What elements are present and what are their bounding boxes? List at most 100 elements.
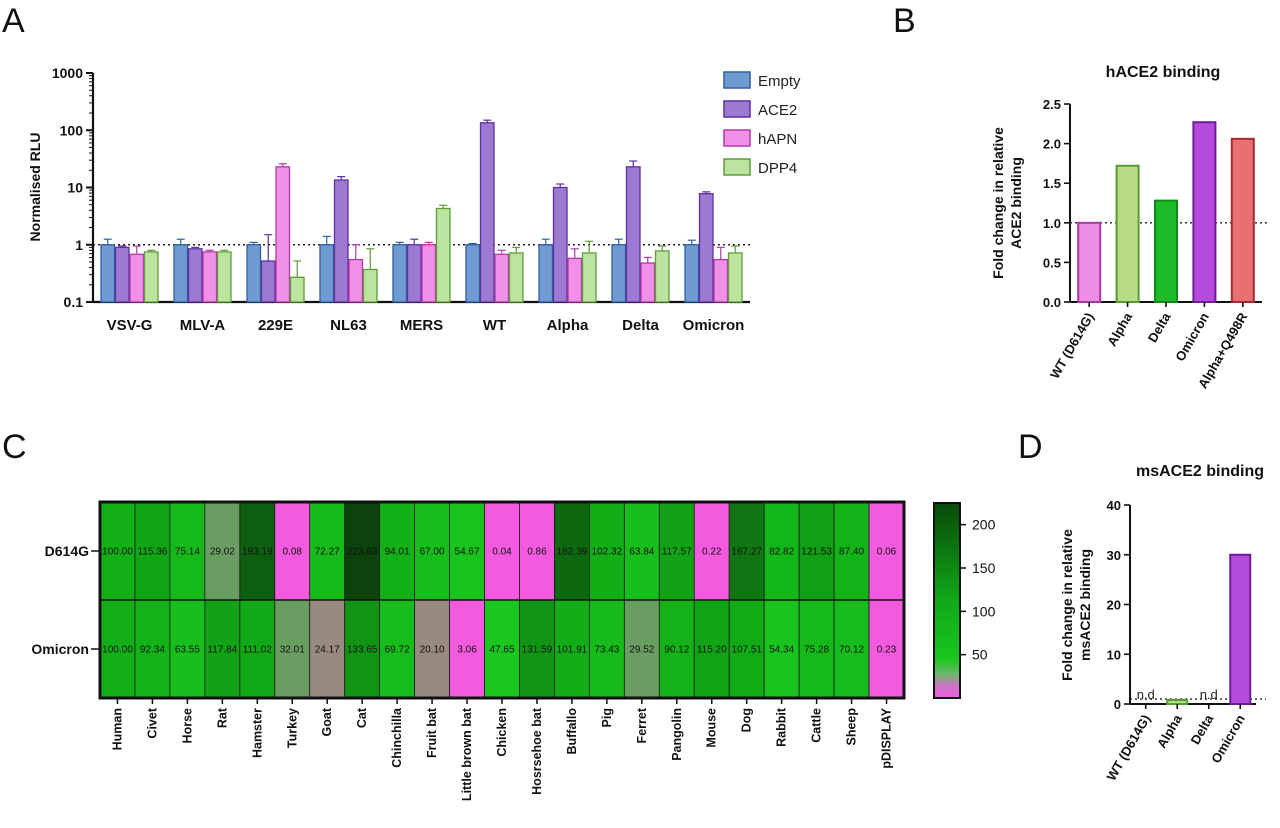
legend-label-dpp4: DPP4 — [758, 160, 797, 177]
heatmap-value-d614g-cattle: 121.53 — [801, 547, 832, 558]
bar-ace2-mers — [406, 244, 422, 303]
heatmap-cell-omicron-buffallo — [554, 599, 590, 699]
heatmap-value-d614g-pig: 102.32 — [592, 547, 623, 558]
heatmap-cells: 100.00 115.36 75.14 29.02 193.19 0.08 72.27 223… — [98, 500, 906, 700]
legend-label-hapn: hAPN — [758, 131, 797, 148]
heatmap-col-label-chinchilla: Chinchilla — [390, 707, 404, 768]
heatmap-value-omicron-cat: 133.65 — [347, 645, 378, 656]
panel-b-ylabel-line1: Fold change in relative — [990, 127, 1006, 279]
bar-hapn-mers — [421, 244, 437, 303]
heatmap-value-omicron-rat: 117.84 — [207, 645, 237, 656]
bar-empty-alpha — [538, 244, 554, 303]
heatmap-cell-d614g-pdisplay — [868, 501, 905, 601]
not-determined-label-wt-d614g: n.d — [1137, 687, 1155, 702]
heatmap-col-label-sheep: Sheep — [845, 708, 859, 746]
bar-omicron — [1192, 121, 1217, 303]
bar-dpp4-wt — [508, 252, 524, 303]
panel-b-bar-chart: hACE2 binding Fold change in relative AC… — [990, 64, 1268, 391]
heatmap-value-d614g-pangolin: 117.57 — [662, 547, 692, 558]
heatmap-value-omicron-hosrsehoe-bat: 131.59 — [522, 645, 553, 656]
heatmap-cell-omicron-pdisplay — [868, 599, 905, 699]
heatmap-value-d614g-hamster: 193.19 — [242, 547, 273, 558]
heatmap-cell-omicron-chicken — [484, 599, 520, 699]
bar-empty-229e — [246, 244, 262, 303]
heatmap-col-label-pangolin: Pangolin — [670, 708, 684, 761]
heatmap-col-label-rabbit: Rabbit — [775, 707, 789, 747]
bar-empty-omicron — [684, 244, 700, 303]
panel-a-ytick-label: 1000 — [52, 65, 83, 81]
heatmap-cell-d614g-sheep — [833, 501, 870, 601]
heatmap-cell-omicron-cattle — [798, 599, 835, 699]
heatmap-cell-d614g-goat — [309, 501, 346, 601]
heatmap-col-label-human: Human — [110, 708, 124, 750]
bar-empty-mers — [392, 244, 408, 303]
panel-b-ylabel-line2: ACE2 binding — [1008, 157, 1024, 249]
legend-swatch-dpp4 — [723, 158, 751, 176]
panel-d-ytick-label: 10 — [1107, 647, 1121, 662]
category-label-mlv-a: MLV-A — [180, 317, 226, 334]
panel-a-bars — [100, 119, 743, 303]
panel-b-category-alpha: Alpha — [1104, 309, 1135, 348]
panel-b-ytick-label: 1.0 — [1043, 216, 1061, 231]
heatmap-value-omicron-hamster: 111.02 — [243, 645, 273, 656]
bar-dpp4-229e — [289, 276, 305, 303]
bar-dpp4-vsv-g — [143, 251, 159, 303]
heatmap-cell-d614g-little-brown-bat — [449, 501, 485, 601]
heatmap-cell-omicron-ferret — [623, 599, 660, 699]
panel-a-categories: VSV-G MLV-A 229E NL63 MERS WT Alpha Delta Omicro… — [107, 317, 745, 334]
bar-ace2-vsv-g — [114, 246, 130, 303]
heatmap-value-omicron-dog: 107.51 — [731, 645, 762, 656]
category-label-vsv-g: VSV-G — [107, 317, 153, 334]
bar-ace2-wt — [479, 122, 495, 303]
heatmap-cell-d614g-mouse — [693, 501, 730, 601]
panel-d-ytick-label: 40 — [1107, 498, 1121, 513]
bar-hapn-mlv-a — [202, 251, 218, 303]
heatmap-value-omicron-buffallo: 101.91 — [557, 645, 588, 656]
heatmap-col-label-fruit-bat: Fruit bat — [425, 707, 439, 758]
bar-omicron — [1229, 553, 1252, 705]
heatmap-col-label-ferret: Ferret — [635, 707, 649, 743]
heatmap-value-d614g-sheep: 87.40 — [839, 547, 864, 558]
bar-hapn-vsv-g — [129, 253, 145, 303]
panel-b-ytick-label: 1.5 — [1043, 176, 1061, 191]
bar-ace2-omicron — [698, 193, 714, 303]
heatmap-cell-omicron-human — [99, 599, 136, 699]
bar-delta — [1154, 199, 1178, 303]
panel-letter-d: D — [1018, 428, 1043, 466]
heatmap-cell-d614g-dog — [728, 501, 765, 601]
panel-a-bar-chart: Normalised RLU 0.1 1 10 100 1000 VSV-G MLV-A 2… — [27, 65, 801, 334]
bar-wt-d614g — [1077, 221, 1102, 303]
colorbar-gradient — [933, 502, 961, 699]
panel-d-category-wt-d614g: WT (D614G) — [1104, 712, 1154, 783]
bar-ace2-mlv-a — [187, 248, 203, 303]
heatmap-row-label-omicron: Omicron — [31, 641, 89, 657]
heatmap-col-label-buffallo: Buffallo — [565, 708, 579, 755]
bar-hapn-229e — [275, 166, 291, 303]
panel-b-category-delta: Delta — [1145, 309, 1174, 345]
bar-dpp4-mlv-a — [216, 251, 232, 303]
heatmap-value-omicron-mouse: 115.20 — [697, 645, 727, 656]
bar-ace2-229e — [260, 260, 276, 303]
heatmap-cell-omicron-rabbit — [763, 599, 800, 699]
heatmap-value-omicron-civet: 92.34 — [140, 645, 165, 656]
heatmap-col-label-turkey: Turkey — [285, 708, 299, 748]
heatmap-value-d614g-little-brown-bat: 54.67 — [455, 547, 480, 558]
bar-hapn-nl63 — [348, 258, 364, 303]
heatmap-column-labels: Human Civet Horse Rat Hamster Turkey Goat Cat Ch… — [110, 698, 894, 801]
heatmap-col-label-hosrsehoe-bat: Hosrsehoe bat — [530, 707, 544, 795]
heatmap-col-label-pdisplay: pDISPLAY — [880, 707, 894, 768]
heatmap-value-omicron-ferret: 29.52 — [629, 645, 654, 656]
heatmap-value-d614g-hosrsehoe-bat: 0.86 — [527, 547, 547, 558]
panel-letter-c: C — [2, 428, 27, 466]
bar-hapn-alpha — [567, 257, 583, 303]
panel-a-ytick-label: 1 — [75, 237, 83, 253]
panel-b-ytick-label: 0.0 — [1043, 295, 1061, 310]
category-label-omicron: Omicron — [683, 317, 745, 334]
category-label-alpha: Alpha — [547, 317, 589, 334]
bar-hapn-wt — [494, 253, 510, 303]
heatmap-value-d614g-buffallo: 182.39 — [557, 547, 588, 558]
heatmap-col-label-little-brown-bat: Little brown bat — [460, 707, 474, 801]
category-label-229e: 229E — [258, 317, 293, 334]
heatmap-cell-omicron-hamster — [239, 599, 276, 699]
